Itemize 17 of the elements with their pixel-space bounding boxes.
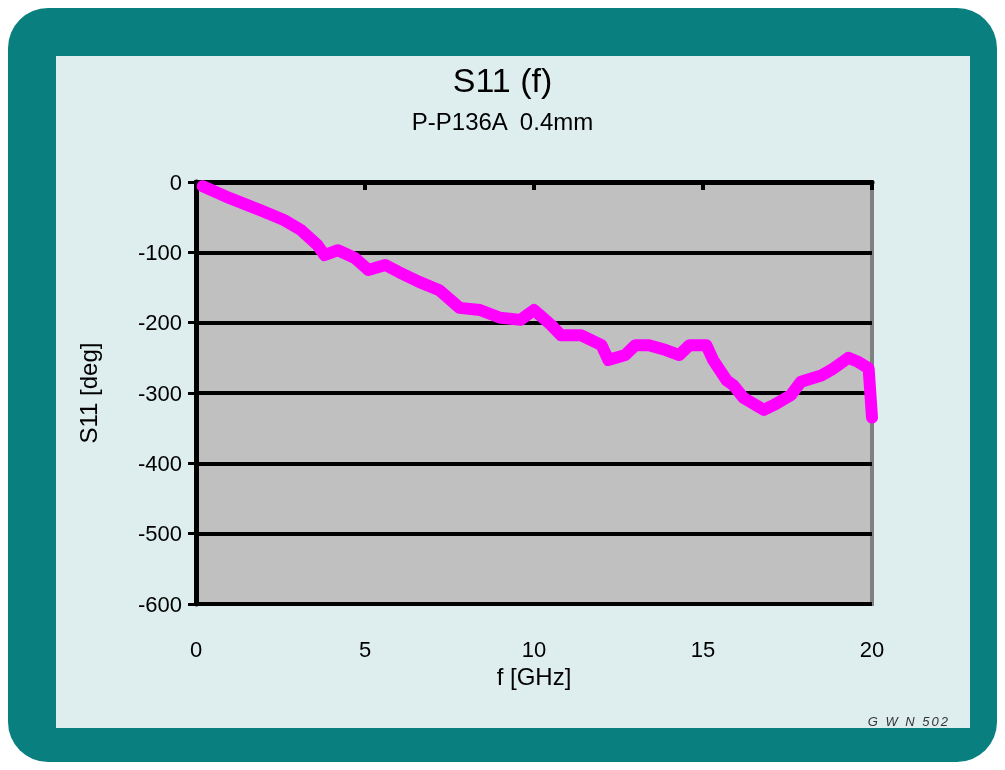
- y-tick-label: -400: [137, 450, 182, 476]
- chart-subtitle: P-P136A 0.4mm: [411, 107, 594, 135]
- x-tick-label: 20: [859, 636, 885, 662]
- y-tick-label: 0: [169, 169, 182, 195]
- y-axis-title: S11 [deg]: [74, 342, 102, 444]
- y-tick-label: -100: [137, 239, 182, 265]
- y-tick-label: -600: [137, 591, 182, 617]
- x-tick-label: 5: [358, 636, 372, 662]
- y-tick-label: -200: [137, 310, 182, 336]
- x-axis-title: f [GHz]: [496, 663, 572, 691]
- x-tick-label: 0: [189, 636, 203, 662]
- y-tick-label: -500: [137, 521, 182, 547]
- text: G W N 502: [867, 714, 950, 729]
- chart-title: S11 (f): [452, 61, 553, 99]
- x-tick-label: 10: [521, 636, 547, 662]
- y-tick-label: -300: [137, 380, 182, 406]
- x-tick-label: 15: [690, 636, 716, 662]
